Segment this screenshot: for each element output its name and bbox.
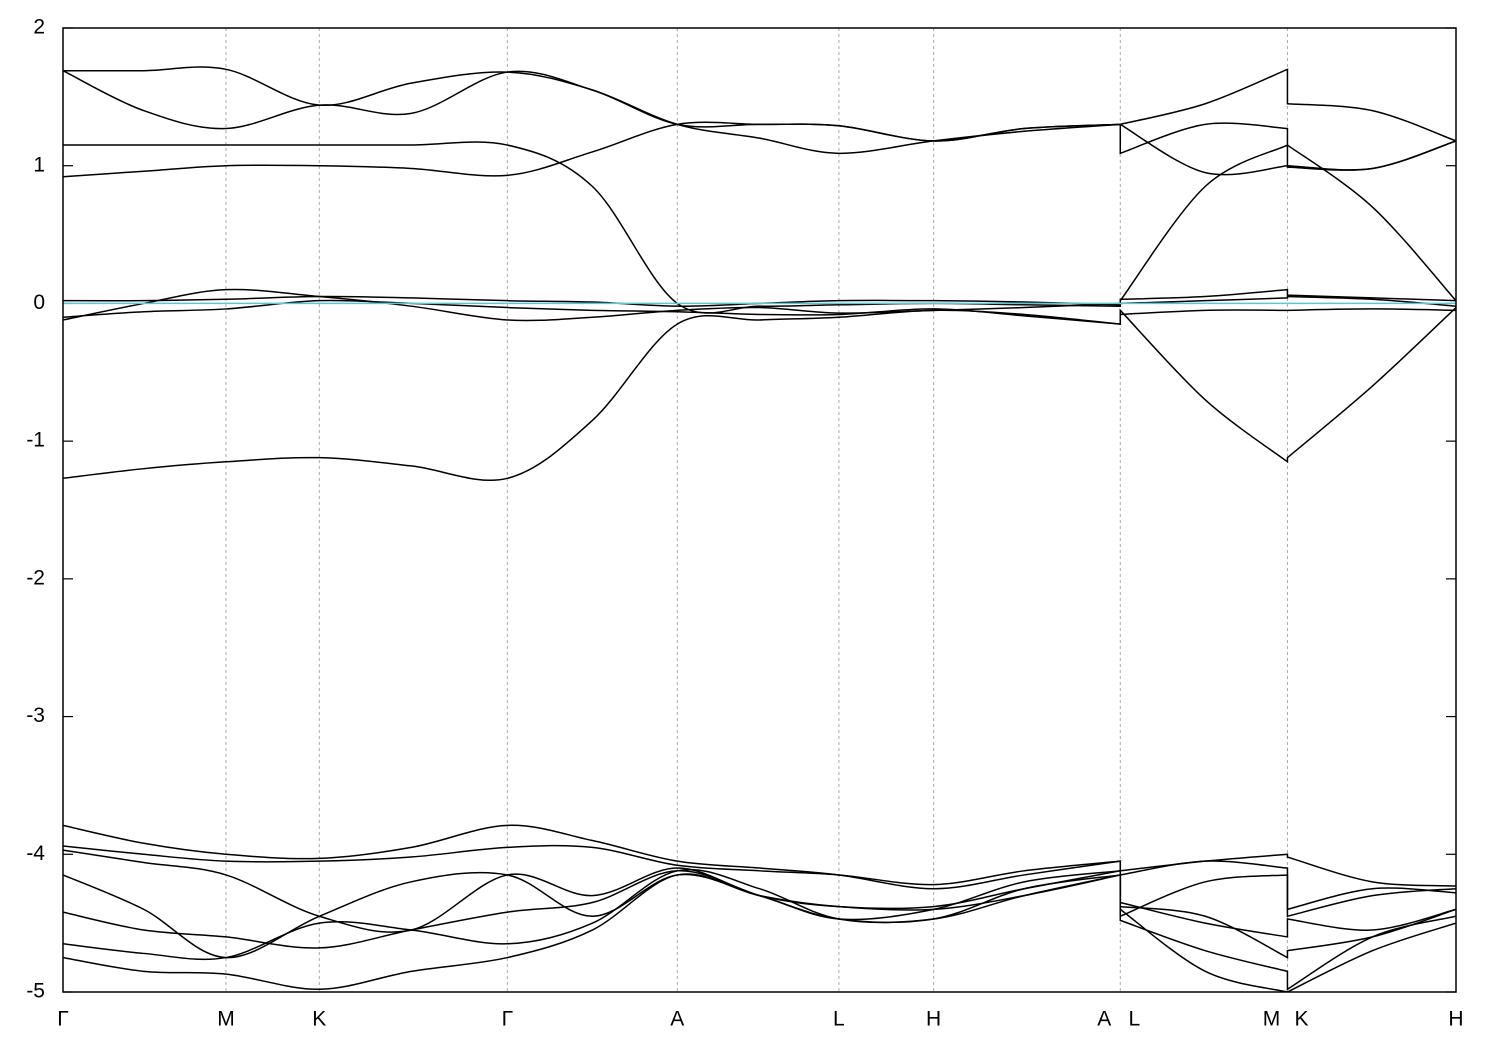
y-tick-label: -5: [26, 980, 45, 1003]
band-line: [63, 307, 1456, 482]
band-line: [63, 66, 1456, 142]
band-line: [63, 844, 1456, 918]
x-tick-label: H: [926, 1008, 941, 1031]
x-tick-label: L: [833, 1008, 845, 1031]
x-tick-label: Γ: [502, 1008, 514, 1031]
y-tick-label: 0: [33, 291, 45, 314]
band-line: [63, 70, 1456, 171]
y-tick-label: -2: [26, 566, 45, 589]
x-tick-label: Γ: [57, 1008, 69, 1031]
x-tick-label: K: [1294, 1008, 1308, 1031]
y-tick-label: 1: [33, 153, 45, 176]
band-line: [63, 873, 1456, 992]
band-line: [63, 141, 1456, 314]
band-line: [63, 299, 1456, 325]
band-line: [63, 121, 1456, 178]
y-tick-label: -3: [26, 704, 45, 727]
x-tick-label: A: [670, 1008, 684, 1031]
y-tick-label: 2: [33, 16, 45, 39]
x-tick-label: A: [1097, 1008, 1111, 1031]
x-tick-label: H: [1448, 1008, 1463, 1031]
x-tick-label: L: [1128, 1008, 1140, 1031]
band-line: [63, 868, 1456, 991]
x-tick-label: M: [217, 1008, 235, 1031]
x-tick-label: K: [312, 1008, 326, 1031]
y-tick-label: -1: [26, 429, 45, 452]
plot-frame: [62, 27, 1457, 993]
x-tick-label: M: [1263, 1008, 1281, 1031]
y-tick-label: -4: [26, 842, 45, 865]
bands: [63, 66, 1456, 992]
band-line: [63, 870, 1456, 959]
band-line: [63, 288, 1456, 322]
band-line: [63, 824, 1456, 890]
